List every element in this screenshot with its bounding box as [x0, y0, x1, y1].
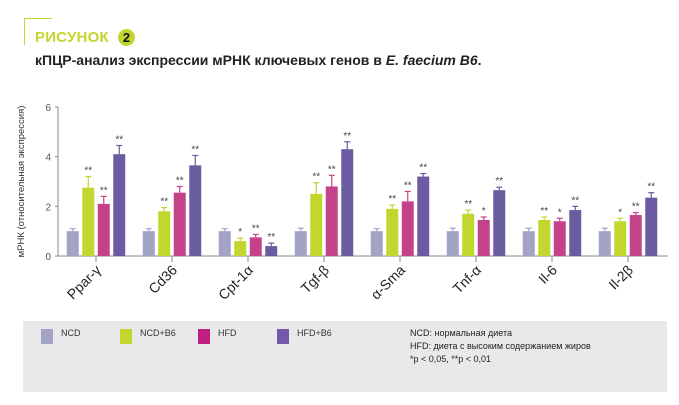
legend-swatch-hfd [198, 329, 210, 344]
significance-mark: ** [252, 223, 260, 234]
legend-label-hfd-b6: HFD+B6 [297, 328, 332, 338]
bar-hfd-6 [553, 221, 566, 256]
significance-mark: ** [464, 199, 472, 210]
significance-mark: ** [388, 194, 396, 205]
bar-ncd-0 [66, 231, 79, 256]
legend-label-ncd-b6: NCD+B6 [140, 328, 176, 338]
bar-ncd-1 [142, 231, 155, 256]
bar-ncd-b6-4 [386, 208, 399, 256]
bar-hfd-0 [97, 203, 110, 256]
bar-chart: 0 2 4 6 мРНК (относительная экспрессия) Ppar-… [16, 103, 668, 303]
significance-mark: * [558, 207, 562, 218]
figure-title: кПЦР-анализ экспрессии мРНК ключевых ген… [35, 52, 482, 68]
y-tick-label: 2 [45, 202, 51, 213]
bar-ncd-b6-7 [614, 221, 627, 256]
significance-mark: ** [495, 176, 503, 187]
significance-mark: * [482, 206, 486, 217]
legend-swatch-ncd-b6 [120, 329, 132, 344]
significance-mark: ** [419, 163, 427, 174]
bar-hfd-3 [325, 186, 338, 256]
figure-label: РИСУНОК [35, 29, 109, 46]
bar-ncd-6 [522, 231, 535, 256]
bar-ncd-3 [294, 231, 307, 256]
significance-mark: ** [343, 131, 351, 142]
bar-hfd-b6-6 [569, 210, 582, 256]
x-tick-label: Cd36 [145, 262, 180, 297]
bar-hfd-7 [629, 215, 642, 256]
significance-mark: ** [571, 195, 579, 206]
bar-hfd-5 [477, 219, 490, 256]
y-tick-label: 4 [45, 153, 51, 164]
significance-mark: ** [84, 166, 92, 177]
bar-hfd-b6-0 [113, 154, 126, 256]
legend-label-ncd: NCD [61, 328, 81, 338]
bar-ncd-b6-6 [538, 219, 551, 256]
legend-swatch-hfd-b6 [277, 329, 289, 344]
bar-hfd-b6-5 [493, 190, 506, 256]
bar-hfd-1 [173, 192, 186, 256]
legend-notes: NCD: нормальная диета HFD: диета с высок… [410, 327, 591, 366]
note-ncd: NCD: нормальная диета [410, 328, 512, 338]
bar-ncd-7 [598, 231, 611, 256]
legend-swatch-ncd [41, 329, 53, 344]
y-tick-label: 0 [45, 252, 51, 263]
significance-mark: ** [312, 172, 320, 183]
significance-mark: ** [632, 202, 640, 213]
legend-panel: NCD NCD+B6 HFD HFD+B6 NCD: нормальная ди… [23, 321, 667, 392]
bar-hfd-4 [401, 201, 414, 256]
figure-number-badge: 2 [118, 29, 135, 46]
significance-mark: * [238, 227, 242, 238]
bar-hfd-b6-1 [189, 165, 202, 256]
y-tick-label: 6 [45, 103, 51, 114]
bar-hfd-b6-2 [265, 246, 278, 256]
x-tick-label: Ppar-γ [64, 262, 104, 302]
bar-hfd-b6-3 [341, 149, 354, 256]
significance-mark: ** [328, 164, 336, 175]
bar-ncd-b6-3 [310, 193, 323, 256]
bar-ncd-b6-5 [462, 213, 475, 256]
note-significance: *p < 0,05, **p < 0,01 [410, 354, 492, 364]
bar-ncd-b6-1 [158, 211, 171, 256]
y-axis-label: мРНК (относительная экспрессия) [16, 106, 27, 258]
bar-ncd-4 [370, 231, 383, 256]
significance-mark: ** [404, 180, 412, 191]
bar-hfd-b6-7 [645, 197, 658, 256]
significance-mark: ** [115, 134, 123, 145]
x-tick-label: Tgf-β [298, 262, 333, 297]
significance-mark: ** [540, 206, 548, 217]
x-tick-label: Il-6 [535, 262, 560, 287]
significance-mark: * [618, 207, 622, 218]
bar-ncd-2 [218, 231, 231, 256]
title-species: E. faecium B6 [385, 52, 478, 68]
x-tick-label: Il-2β [605, 262, 636, 293]
significance-mark: ** [100, 185, 108, 196]
bar-ncd-5 [446, 231, 459, 256]
significance-mark: ** [647, 182, 655, 193]
note-hfd: HFD: диета с высоким содержанием жиров [410, 341, 591, 351]
significance-mark: ** [267, 232, 275, 243]
bar-hfd-b6-4 [417, 176, 430, 256]
significance-mark: ** [176, 175, 184, 186]
x-tick-label: α-Sma [367, 262, 408, 303]
bar-ncd-b6-2 [234, 241, 247, 256]
bar-ncd-b6-0 [82, 187, 95, 256]
title-text: кПЦР-анализ экспрессии мРНК ключевых ген… [35, 52, 386, 68]
x-tick-label: Tnf-α [449, 262, 484, 297]
significance-mark: ** [191, 144, 199, 155]
title-period: . [477, 52, 482, 68]
legend-label-hfd: HFD [218, 328, 237, 338]
x-tick-label: Cpt-1α [215, 262, 256, 303]
figure-bracket-decoration [24, 18, 52, 45]
significance-mark: ** [160, 197, 168, 208]
bar-hfd-2 [249, 237, 262, 256]
